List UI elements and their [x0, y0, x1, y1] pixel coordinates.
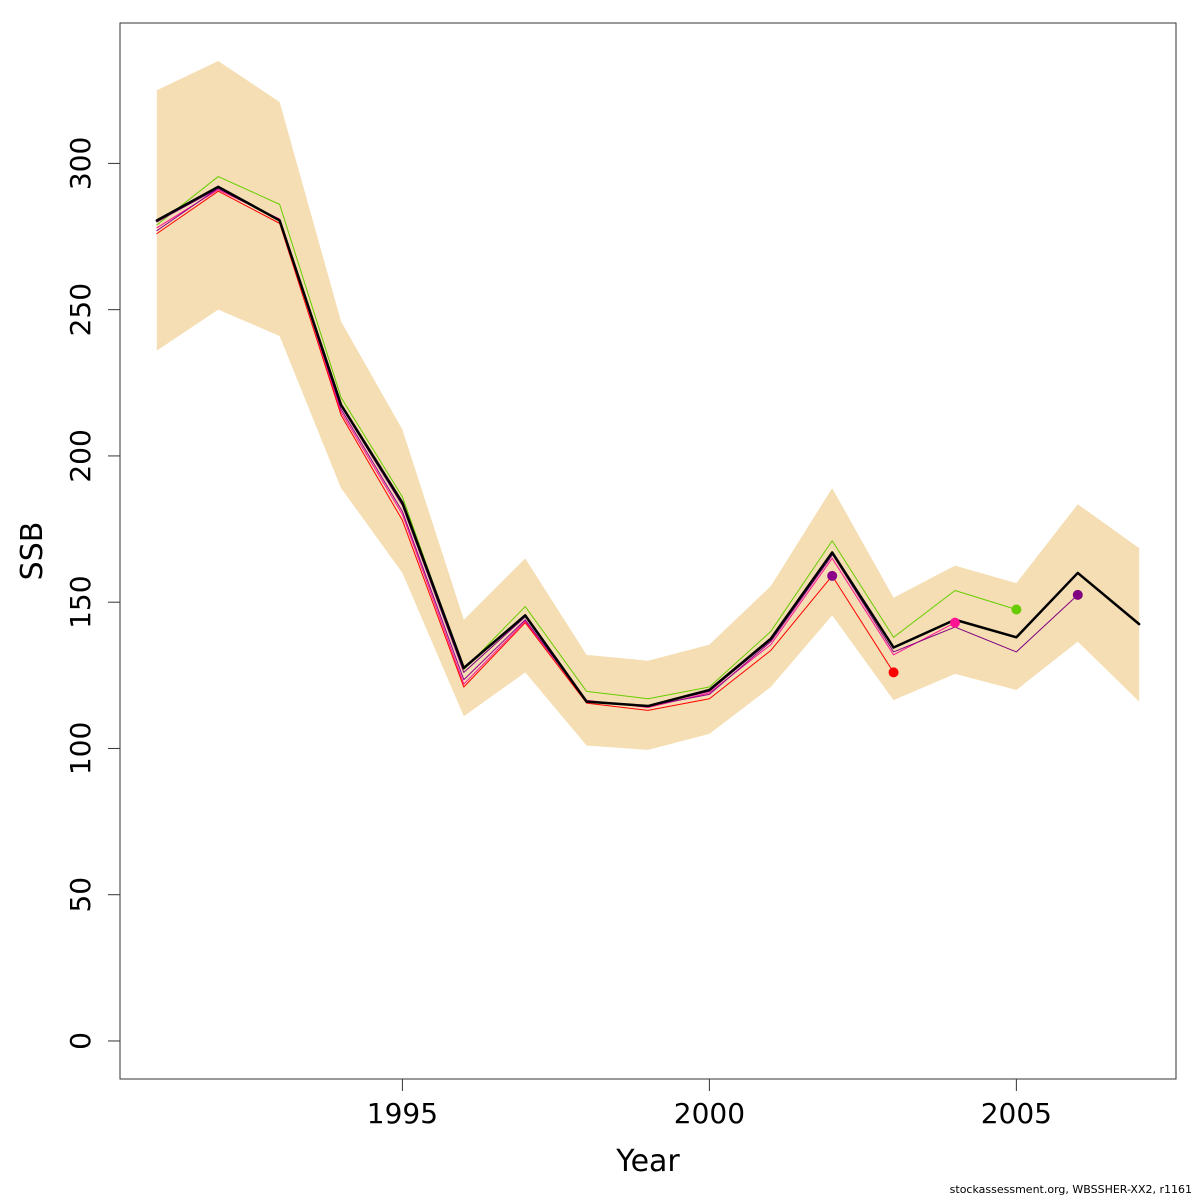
- series-end-point-0: [1011, 604, 1022, 615]
- plot-frame: [119, 22, 1177, 1080]
- x-tick-label: 1995: [367, 1097, 438, 1130]
- y-axis: 0 50 100 150 200 250 300: [64, 137, 120, 1050]
- x-tick-label: 2005: [981, 1097, 1052, 1130]
- y-tick-label: 0: [64, 1032, 97, 1050]
- footer-source: stockassessment.org, WBSSHER-XX2, r1161: [949, 1183, 1192, 1196]
- y-tick-label: 50: [64, 877, 97, 913]
- y-tick-label: 100: [64, 722, 97, 775]
- x-axis-title: Year: [615, 1144, 680, 1179]
- confidence-band-layer: [156, 61, 1140, 750]
- x-axis: 1995 2000 2005: [367, 1079, 1052, 1130]
- series-line-0: [156, 176, 1017, 700]
- series-line-5: [155, 185, 1141, 708]
- y-tick-label: 300: [64, 137, 97, 190]
- y-tick-label: 200: [64, 429, 97, 482]
- series-layer: [155, 176, 1141, 711]
- y-tick-label: 150: [64, 575, 97, 628]
- series-end-point-2: [888, 667, 899, 678]
- confidence-band: [156, 61, 1140, 750]
- y-axis-title: SSB: [15, 522, 50, 581]
- x-tick-label: 2000: [674, 1097, 745, 1130]
- end-points-layer: [827, 570, 1083, 678]
- series-end-point-3: [827, 570, 838, 581]
- series-end-point-1: [949, 617, 960, 628]
- series-end-point-4: [1072, 589, 1083, 600]
- y-tick-label: 250: [64, 283, 97, 336]
